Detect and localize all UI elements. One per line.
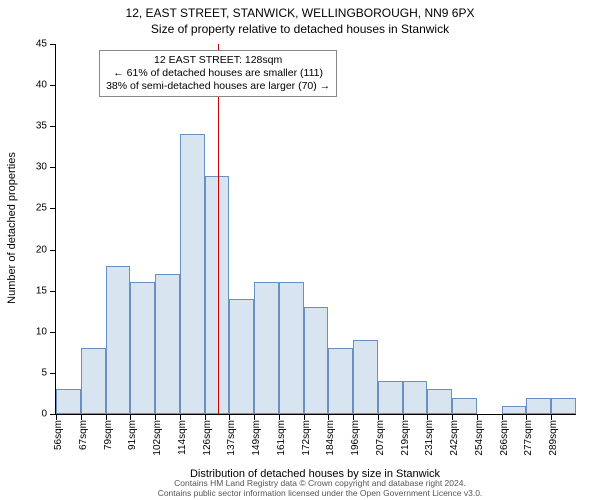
y-tick [50,332,56,333]
x-tick-label: 102sqm [152,420,163,456]
x-tick-label: 289sqm [548,420,559,456]
histogram-bar [551,398,576,414]
x-tick-label: 242sqm [449,420,460,456]
x-tick-label: 67sqm [78,420,89,450]
histogram-bar [155,274,180,414]
y-tick-label: 30 [36,162,47,173]
x-tick-label: 207sqm [375,420,386,456]
histogram-bar [254,282,279,414]
annotation-box: 12 EAST STREET: 128sqm← 61% of detached … [99,50,337,97]
chart-container: 12, EAST STREET, STANWICK, WELLINGBOROUG… [0,0,600,500]
x-tick-label: 172sqm [301,420,312,456]
y-tick-label: 10 [36,326,47,337]
y-tick [50,208,56,209]
marker-line [218,44,219,414]
y-tick [50,373,56,374]
histogram-bar [130,282,155,414]
histogram-bar [526,398,551,414]
y-tick [50,250,56,251]
x-tick-label: 231sqm [424,420,435,456]
x-tick-label: 56sqm [53,420,64,450]
y-tick-label: 40 [36,80,47,91]
y-tick [50,44,56,45]
histogram-bar [279,282,304,414]
histogram-bar [229,299,254,414]
x-tick-label: 196sqm [350,420,361,456]
x-tick-label: 137sqm [226,420,237,456]
y-tick-label: 45 [36,39,47,50]
y-tick [50,126,56,127]
chart-title-line2: Size of property relative to detached ho… [0,22,600,36]
x-tick-label: 79sqm [103,420,114,450]
x-tick-label: 149sqm [251,420,262,456]
chart-title-line1: 12, EAST STREET, STANWICK, WELLINGBOROUG… [0,6,600,20]
x-tick-label: 266sqm [499,420,510,456]
x-tick-label: 114sqm [177,420,188,455]
histogram-bar [452,398,477,414]
y-tick [50,167,56,168]
histogram-bar [81,348,106,414]
histogram-bar [353,340,378,414]
histogram-bar [205,176,230,414]
y-axis-label: Number of detached properties [6,152,18,304]
footer-text: Contains HM Land Registry data © Crown c… [158,478,483,497]
y-tick [50,291,56,292]
y-tick-label: 20 [36,244,47,255]
x-tick-label: 219sqm [400,420,411,456]
y-tick [50,85,56,86]
histogram-bar [502,406,527,414]
y-tick-label: 25 [36,203,47,214]
histogram-bar [328,348,353,414]
histogram-bar [180,134,205,414]
plot-area: 05101520253035404556sqm67sqm79sqm91sqm10… [55,44,576,415]
x-tick-label: 161sqm [276,420,287,456]
histogram-bar [427,389,452,414]
histogram-bar [106,266,131,414]
y-tick-label: 35 [36,121,47,132]
x-tick-label: 277sqm [523,420,534,456]
y-tick-label: 0 [41,409,47,420]
histogram-bar [56,389,81,414]
y-tick-label: 5 [41,367,47,378]
annotation-line: ← 61% of detached houses are smaller (11… [106,67,330,80]
histogram-bar [403,381,428,414]
y-tick-label: 15 [36,285,47,296]
annotation-line: 12 EAST STREET: 128sqm [106,54,330,67]
histogram-bar [378,381,403,414]
x-tick-label: 126sqm [202,420,213,456]
footer-copyright: Contains HM Land Registry data © Crown c… [50,479,590,498]
x-tick-label: 184sqm [325,420,336,456]
x-tick-label: 91sqm [127,420,138,450]
annotation-line: 38% of semi-detached houses are larger (… [106,80,330,93]
x-tick-label: 254sqm [474,420,485,456]
histogram-bar [304,307,329,414]
